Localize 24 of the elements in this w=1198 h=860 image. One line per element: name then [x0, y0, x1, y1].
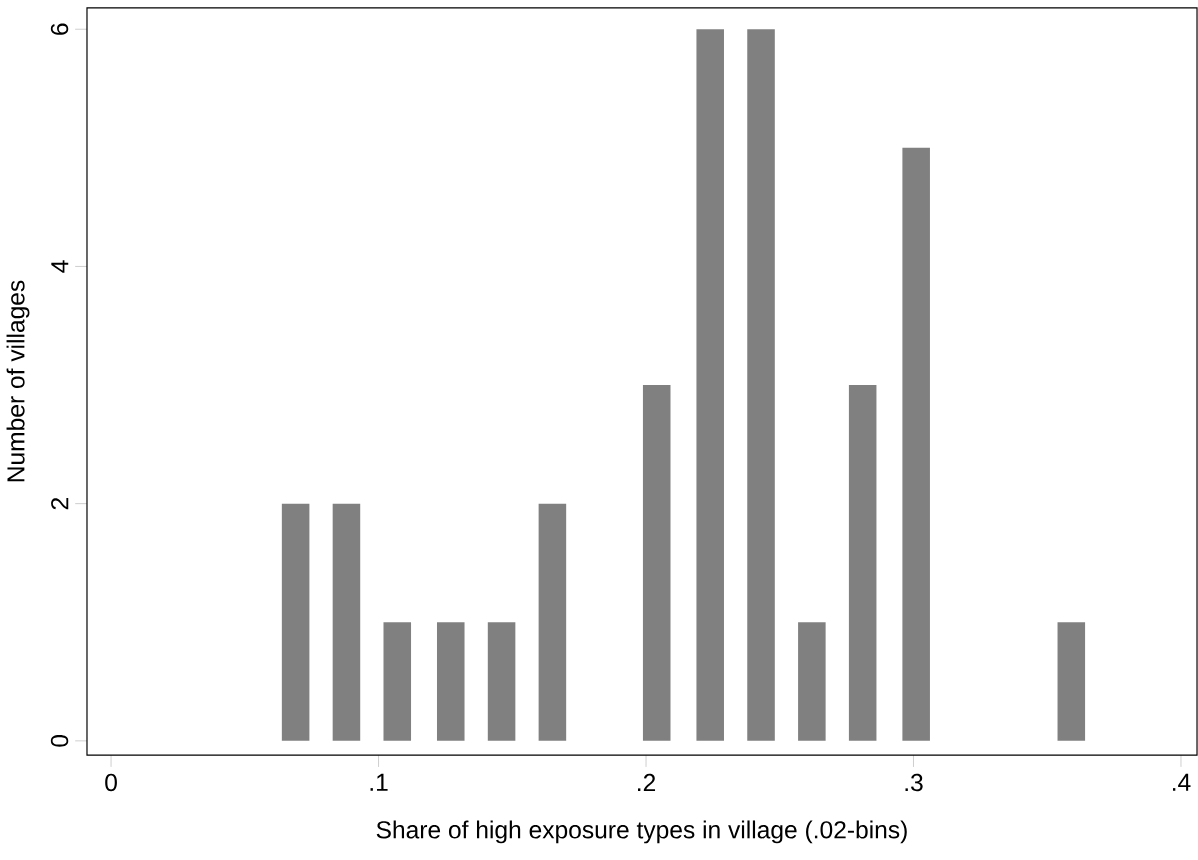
x-tick-label: .2: [638, 773, 656, 791]
bar: [798, 622, 826, 741]
y-tick-label: 4: [51, 260, 69, 273]
bar: [383, 622, 412, 741]
bar: [538, 503, 567, 741]
x-axis-title: Share of high exposure types in village (.02-bins): [376, 820, 907, 844]
bar: [436, 622, 465, 741]
bar: [747, 29, 775, 741]
y-axis-title: Number of villages: [6, 280, 30, 482]
x-tick-label: 0: [105, 773, 117, 792]
y-tick-label: 6: [50, 23, 69, 35]
x-tick-label: .1: [370, 773, 388, 791]
bar: [642, 384, 671, 741]
bar: [281, 503, 310, 741]
bar: [332, 503, 361, 741]
y-tick-label: 2: [51, 497, 69, 510]
bar: [902, 147, 930, 741]
x-tick-label: .3: [905, 773, 923, 792]
bar: [487, 622, 516, 741]
bar: [848, 384, 877, 741]
bar: [1057, 622, 1086, 741]
y-tick-label: 0: [50, 734, 69, 747]
bar: [696, 29, 724, 741]
x-tick-label: .4: [1172, 773, 1191, 791]
